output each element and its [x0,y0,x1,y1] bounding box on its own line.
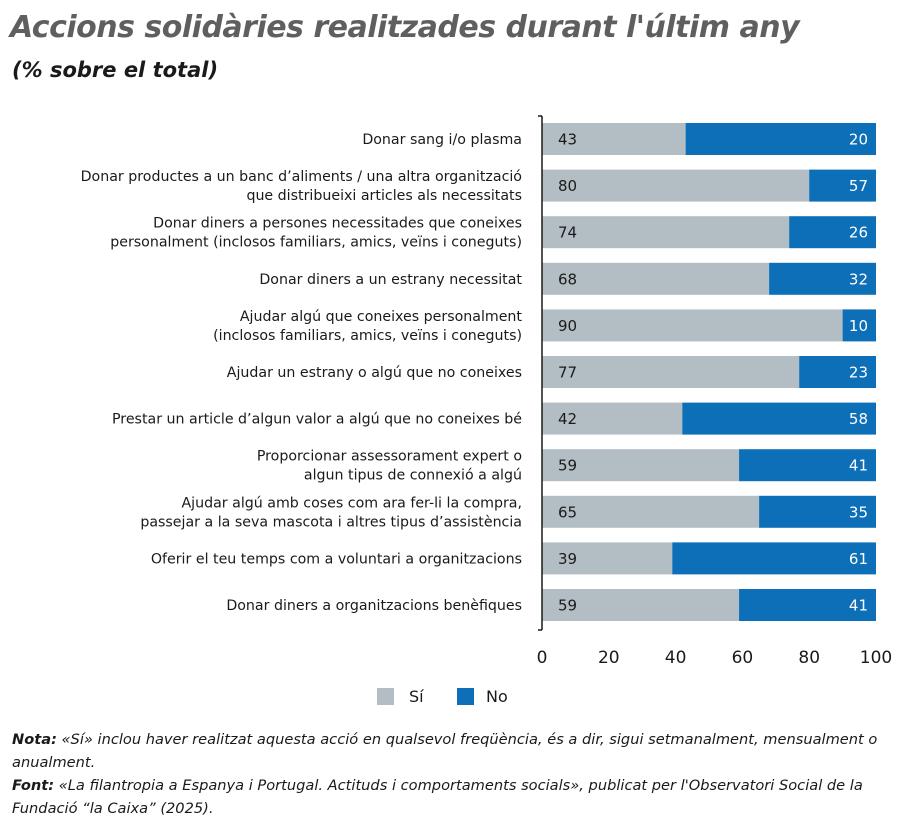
bar-no [685,123,876,155]
bar-si [542,123,686,155]
bar-si [542,169,810,202]
data-label-si: 68 [558,270,577,288]
bar-si [542,402,683,435]
chart-title: Accions solidàries realitzades durant l'… [10,10,800,45]
stacked-bar-chart: 43 20 Donar sang i/o plasma 80 57 Donar produ… [81,115,892,706]
bar-no [739,449,876,482]
category-label: Donar productes a un banc d’aliments / u… [81,169,522,185]
data-label-si: 65 [558,503,577,521]
bar-si [542,449,740,482]
data-label-no: 10 [849,317,868,335]
category-label: que distribueixi articles als necessitat… [246,188,522,204]
legend-swatch-no [457,688,474,705]
bar-no [842,309,876,342]
category-label: Ajudar un estrany o algú que no coneixes [227,365,522,381]
data-label-no: 58 [849,410,868,428]
x-tick-label: 0 [537,648,548,668]
bar-si [542,216,790,249]
bar-no [759,495,876,528]
data-label-si: 90 [558,317,577,335]
note-paragraph: Nota: «Sí» inclou haver realitzat aquest… [12,728,892,774]
bar-no [739,589,876,621]
data-label-no: 23 [849,364,868,382]
bar-no [682,402,876,435]
bar-si [542,589,740,621]
data-label-si: 42 [558,410,577,428]
data-label-si: 59 [558,597,577,615]
bar-no [799,356,876,388]
category-label: Proporcionar assessorament expert o [257,449,522,465]
data-label-si: 43 [558,131,577,149]
category-label: (inclosos familiars, amics, veïns i cone… [213,328,522,344]
note-text: «Sí» inclou haver realitzat aquesta acci… [12,731,878,771]
data-label-no: 61 [849,550,868,568]
x-tick-label: 20 [598,648,620,668]
x-tick-label: 40 [665,648,687,668]
data-label-no: 26 [849,224,868,242]
legend-label-si: Sí [409,687,424,706]
bar-si [542,356,800,388]
data-label-no: 41 [849,457,868,475]
data-label-si: 77 [558,364,577,382]
bar-no [789,216,876,249]
data-label-no: 41 [849,597,868,615]
x-tick-label: 60 [732,648,754,668]
source-label: Font: [12,777,55,794]
legend-swatch-si [377,688,394,705]
data-label-si: 59 [558,457,577,475]
chart-notes: Nota: «Sí» inclou haver realitzat aquest… [12,728,892,820]
category-label: Donar diners a organitzacions benèfiques [226,598,522,614]
x-tick-label: 100 [860,648,892,668]
category-label: Ajudar algú amb coses com ara fer-li la … [181,495,522,511]
category-label: passejar a la seva mascota i altres tipu… [140,514,522,530]
category-label: personalment (inclosos familiars, amics,… [110,235,522,251]
data-label-no: 32 [849,270,868,288]
category-label: Donar sang i/o plasma [362,132,522,148]
data-label-no: 35 [849,503,868,521]
category-label: Prestar un article d’algun valor a algú … [112,412,522,428]
data-label-si: 74 [558,224,577,242]
bar-no [672,542,876,575]
data-label-no: 57 [849,177,868,195]
source-paragraph: Font: «La filantropia a Espanya i Portug… [12,774,892,820]
category-label: algun tipus de connexió a algú [304,468,522,484]
legend-label-no: No [486,687,508,706]
category-label: Donar diners a persones necessitades que… [153,216,522,232]
data-label-si: 80 [558,177,577,195]
x-tick-label: 80 [798,648,820,668]
category-label: Donar diners a un estrany necessitat [259,272,522,288]
bar-no [769,262,876,295]
chart-subtitle: (% sobre el total) [12,58,219,82]
bar-no [809,169,876,202]
bar-si [542,309,843,342]
data-label-no: 20 [849,131,868,149]
note-label: Nota: [12,731,57,748]
bar-si [542,542,673,575]
bar-si [542,262,770,295]
category-label: Oferir el teu temps com a voluntari a or… [151,551,522,567]
category-label: Ajudar algú que coneixes personalment [240,309,523,325]
source-text: «La filantropia a Espanya i Portugal. Ac… [12,777,863,817]
bar-si [542,495,760,528]
data-label-si: 39 [558,550,577,568]
